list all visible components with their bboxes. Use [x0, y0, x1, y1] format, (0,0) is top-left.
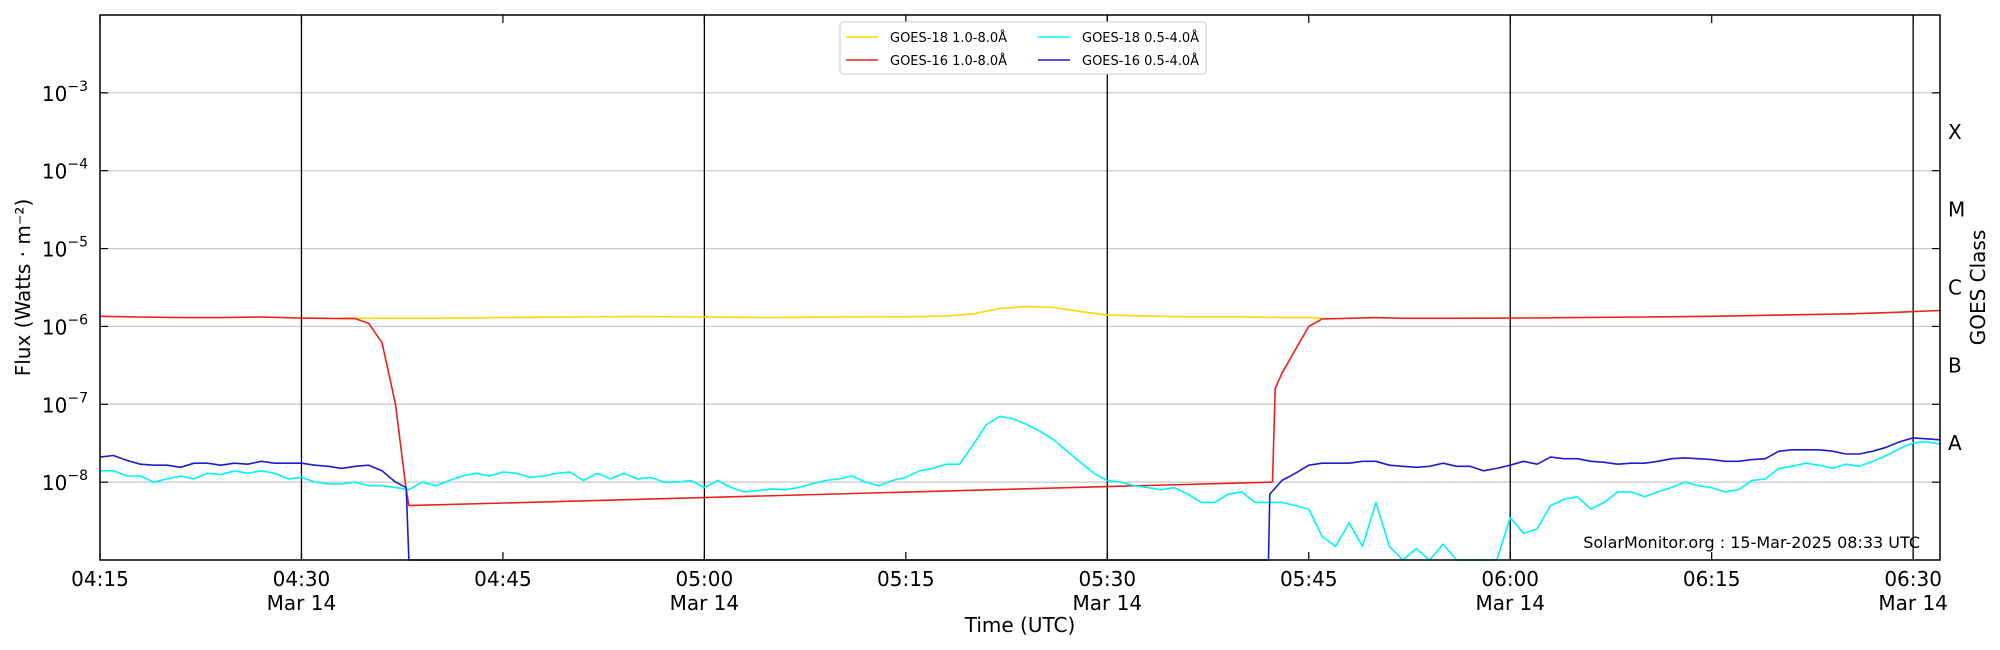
x-tick-date-label: Mar 14 [1073, 591, 1143, 615]
legend-box [839, 21, 1207, 75]
x-tick-date-label: Mar 14 [1475, 591, 1545, 615]
goes-class-label: A [1948, 431, 1962, 455]
x-tick-date-label: Mar 14 [670, 591, 740, 615]
y-tick-label: 10−6 [42, 312, 88, 339]
legend-label: GOES-18 1.0-8.0Å [890, 30, 1007, 46]
series-line-0 [341, 305, 1323, 320]
goes-class-label: X [1948, 120, 1962, 144]
y-tick-label: 10−8 [42, 468, 88, 495]
grid-layer [100, 92, 1940, 483]
x-tick-label: 04:45 [474, 567, 532, 591]
legend-label: GOES-18 0.5-4.0Å [1082, 30, 1199, 46]
x-tick-label: 05:15 [877, 567, 935, 591]
right-axis-title: GOES Class [1966, 230, 1990, 346]
y-axis-title: Flux (Watts · m⁻²) [11, 199, 35, 377]
x-tick-label: 06:30 [1884, 567, 1942, 591]
series-line-1 [99, 309, 1941, 507]
x-tick-label: 06:00 [1481, 567, 1539, 591]
x-tick-label: 05:30 [1078, 567, 1136, 591]
x-tick-date-label: Mar 14 [1878, 591, 1948, 615]
x-tick-label: 04:30 [273, 567, 331, 591]
x-tick-label: 06:15 [1683, 567, 1741, 591]
y-tick-label: 10−5 [42, 235, 88, 262]
goes-class-label: M [1948, 198, 1965, 222]
series-layer [99, 305, 1941, 561]
credit-text: SolarMonitor.org : 15-Mar-2025 08:33 UTC [1583, 533, 1920, 552]
axes [99, 14, 1941, 561]
legend-label: GOES-16 0.5-4.0Å [1082, 53, 1199, 69]
legend-label: GOES-16 1.0-8.0Å [890, 53, 1007, 69]
vertical-day-lines [300, 15, 1914, 560]
x-tick-label: 04:15 [71, 567, 129, 591]
legend: GOES-18 1.0-8.0Å GOES-16 1.0-8.0Å GOES-18 … [839, 21, 1207, 75]
y-tick-label: 10−4 [42, 157, 88, 184]
x-tick-label: 05:00 [676, 567, 734, 591]
series-line-3 [99, 437, 1941, 561]
goes-class-label: C [1948, 276, 1962, 300]
goes-class-label: B [1948, 353, 1962, 377]
x-tick-date-label: Mar 14 [267, 591, 337, 615]
x-tick-label: 05:45 [1280, 567, 1338, 591]
plot-frame [99, 14, 1941, 561]
x-axis-title: Time (UTC) [964, 613, 1076, 637]
y-tick-label: 10−3 [42, 79, 88, 106]
y-tick-label: 10−7 [42, 390, 88, 417]
